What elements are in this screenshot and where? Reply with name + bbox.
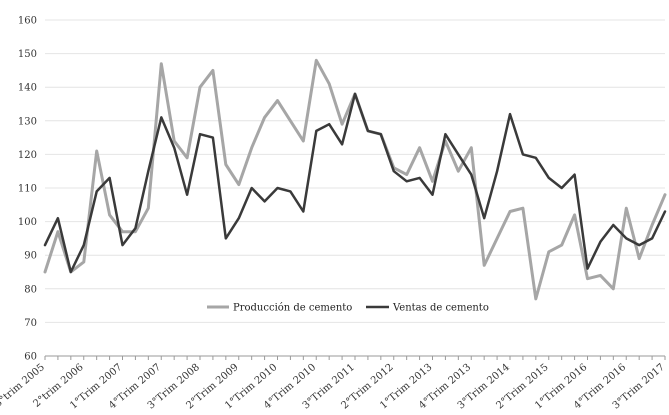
- series-lines: [43, 58, 667, 301]
- y-axis: 60 70 80 90 100 110 120 130 140 150 160: [18, 16, 37, 363]
- grid-lines: [45, 19, 665, 357]
- y-tick-label: 130: [18, 116, 37, 127]
- legend-label-produccion: Producción de cemento: [233, 303, 352, 314]
- legend-label-ventas: Ventas de cemento: [392, 303, 489, 314]
- y-tick-label: 150: [18, 49, 37, 60]
- y-tick-label: 140: [18, 83, 37, 94]
- y-tick-label: 120: [18, 150, 37, 161]
- y-tick-label: 70: [24, 318, 37, 329]
- y-tick-label: 80: [24, 284, 37, 295]
- series-line-1: [43, 92, 667, 274]
- y-tick-label: 100: [18, 217, 37, 228]
- legend: Producción de cemento Ventas de cemento: [207, 303, 489, 314]
- y-tick-label: 60: [24, 352, 37, 363]
- y-tick-label: 90: [24, 251, 37, 262]
- y-tick-label: 160: [18, 16, 37, 27]
- y-tick-label: 110: [18, 184, 37, 195]
